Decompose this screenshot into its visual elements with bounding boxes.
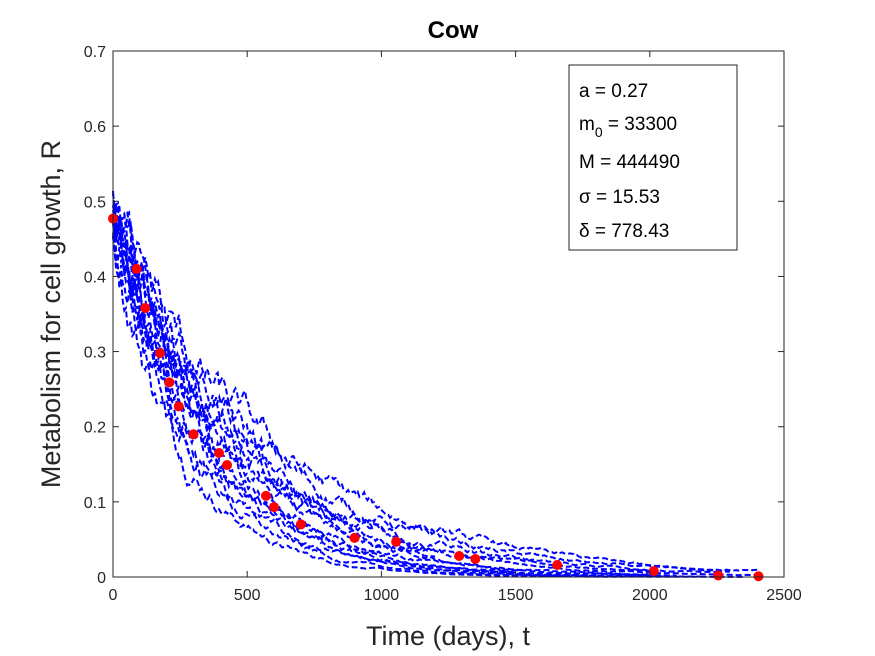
x-tick-label: 1500 xyxy=(498,587,534,604)
param-a: a = 0.27 xyxy=(579,81,648,102)
observed-point xyxy=(713,570,724,581)
x-tick-label: 500 xyxy=(234,587,261,604)
axes xyxy=(112,50,785,578)
param-m0-subscript: 0 xyxy=(595,124,603,140)
y-tick-label: 0.3 xyxy=(84,345,106,362)
x-tick-label: 2000 xyxy=(632,587,668,604)
simulation-line xyxy=(112,210,730,573)
param-delta: δ = 778.43 xyxy=(579,221,669,242)
chart-title: Cow xyxy=(428,17,479,44)
observed-point xyxy=(260,490,271,501)
x-axis-label: Time (days), t xyxy=(366,621,531,651)
observed-point xyxy=(131,263,142,274)
observed-point xyxy=(173,401,184,412)
y-tick-label: 0.6 xyxy=(84,119,106,136)
observed-point xyxy=(349,532,360,543)
param-m0-prefix: m xyxy=(579,114,595,135)
y-tick-label: 0.2 xyxy=(84,420,106,437)
observed-point xyxy=(552,559,563,570)
legend-box xyxy=(568,64,738,251)
simulation-line xyxy=(112,235,718,574)
observed-point xyxy=(391,536,402,547)
y-axis-label: Metabolism for cell growth, R xyxy=(36,140,66,488)
x-tick-label: 2500 xyxy=(766,587,802,604)
x-tick-label: 1000 xyxy=(364,587,400,604)
observed-point xyxy=(295,519,306,530)
observed-point xyxy=(222,460,233,471)
observed-point xyxy=(154,348,165,359)
y-tick-label: 0.4 xyxy=(84,269,106,286)
observed-point xyxy=(140,302,151,313)
y-tick-label: 0.5 xyxy=(84,194,106,211)
x-axis-ticks: 0 500 1000 1500 2000 2500 xyxy=(109,51,802,604)
observed-point xyxy=(214,448,225,459)
simulation-line xyxy=(112,227,622,578)
observed-point xyxy=(753,571,764,582)
observed-point xyxy=(188,429,199,440)
y-axis-ticks: 0 0.1 0.2 0.3 0.4 0.5 0.6 0.7 xyxy=(84,44,784,587)
y-tick-label: 0 xyxy=(97,570,106,587)
observed-point xyxy=(454,550,465,561)
y-tick-label: 0.7 xyxy=(84,44,106,61)
param-m0-value: = 33300 xyxy=(603,114,678,135)
param-sigma: σ = 15.53 xyxy=(579,187,660,208)
simulation-line xyxy=(112,217,650,576)
observed-point xyxy=(164,377,175,388)
parameter-legend: a = 0.27 m0 = 33300 M = 444490 σ = 15.53… xyxy=(568,64,738,251)
observed-point xyxy=(269,502,280,513)
observed-point xyxy=(648,565,659,576)
observed-point xyxy=(470,553,481,564)
observed-data-points xyxy=(108,213,764,582)
simulation-line xyxy=(112,237,758,572)
simulation-line xyxy=(112,190,703,578)
y-tick-label: 0.1 xyxy=(84,495,106,512)
x-tick-label: 0 xyxy=(109,587,118,604)
param-M: M = 444490 xyxy=(579,152,680,173)
param-m0: m0 = 33300 xyxy=(579,114,677,140)
